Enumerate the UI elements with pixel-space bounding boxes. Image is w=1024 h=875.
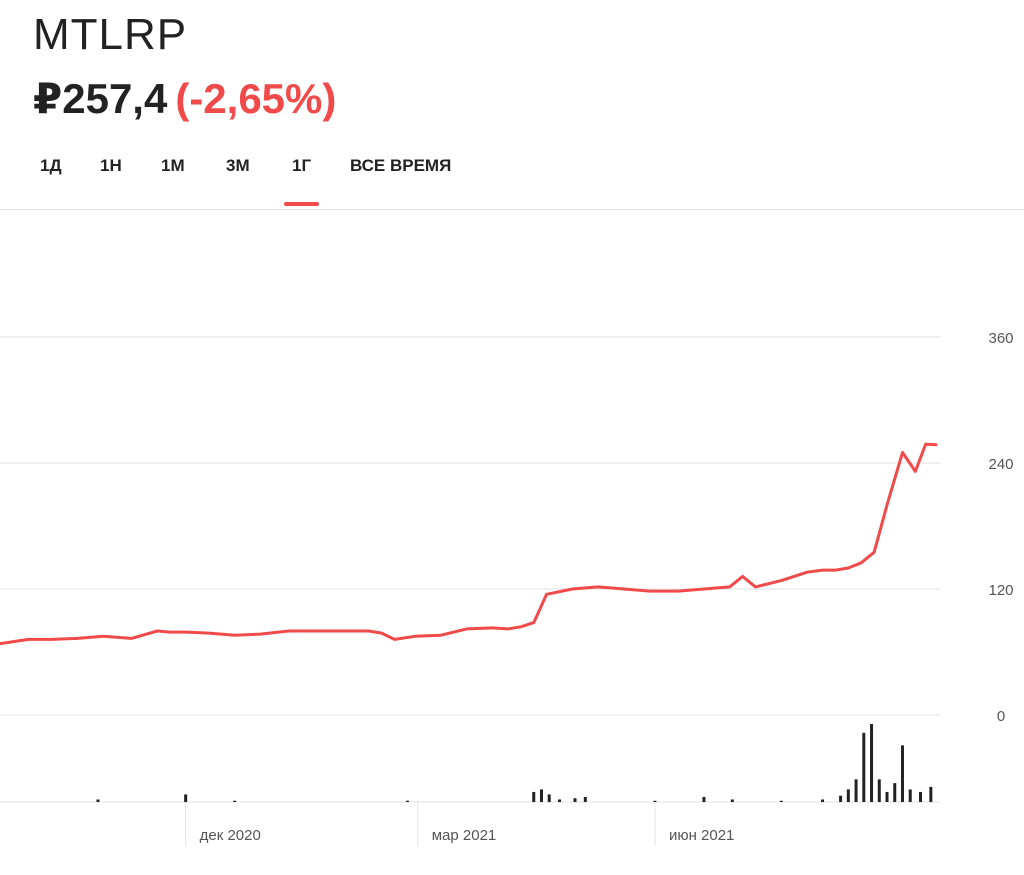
volume-bar: [893, 783, 897, 802]
y-tick-label: 360: [988, 330, 1013, 347]
volume-bar: [573, 798, 577, 802]
x-tick-label: июн 2021: [669, 827, 734, 844]
volume-bar: [96, 799, 100, 802]
tab-1w[interactable]: 1Н: [100, 156, 122, 175]
tab-1m[interactable]: 1М: [161, 156, 185, 175]
volume-bar: [184, 794, 188, 802]
volume-bar: [653, 800, 657, 802]
x-tick-label: дек 2020: [200, 827, 261, 844]
tab-3m[interactable]: 3М: [226, 156, 250, 175]
y-tick-label: 120: [988, 582, 1013, 599]
price-line: [0, 442, 938, 646]
ticker-symbol: MTLRP: [33, 10, 188, 59]
volume-bar: [547, 794, 551, 802]
volume-bar: [854, 779, 858, 802]
volume-bar: [405, 800, 409, 802]
volume-bar: [779, 800, 783, 802]
tab-1y[interactable]: 1Г: [283, 156, 320, 206]
volume-bar: [558, 799, 562, 802]
volume-bar: [919, 791, 923, 802]
volume-bar: [839, 795, 843, 802]
volume-bar: [862, 732, 866, 802]
price-chart: 360 240 120 0 дек 2020 мар 2021 июн 2021: [0, 330, 1014, 846]
volume-bar: [870, 724, 874, 802]
y-tick-label: 0: [997, 708, 1005, 725]
volume-bar: [702, 796, 706, 802]
volume-bar: [583, 796, 587, 802]
volume-bar: [233, 800, 237, 802]
volume-bar: [821, 799, 825, 802]
price-row: ₽257,4 (-2,65%): [33, 74, 336, 123]
volume-bar: [929, 786, 933, 802]
volume-bar: [908, 789, 912, 802]
x-tick-label: мар 2021: [432, 827, 497, 844]
volume-bar: [730, 799, 734, 802]
volume-bar: [885, 791, 889, 802]
tab-all-time[interactable]: ВСЕ ВРЕМЯ: [350, 156, 452, 175]
tab-1d[interactable]: 1Д: [40, 156, 62, 175]
volume-bar: [900, 745, 904, 802]
price-change: (-2,65%): [175, 75, 337, 122]
volume-bar: [846, 789, 850, 802]
volume-bar: [877, 779, 881, 802]
current-price: ₽257,4: [33, 75, 168, 122]
period-tabs: 1Д 1Н 1М 3М 1Г ВСЕ ВРЕМЯ: [0, 150, 1024, 210]
y-tick-label: 240: [988, 456, 1013, 473]
volume-bar: [539, 789, 543, 802]
volume-bar: [532, 791, 536, 802]
tabs-divider: [0, 209, 1024, 210]
